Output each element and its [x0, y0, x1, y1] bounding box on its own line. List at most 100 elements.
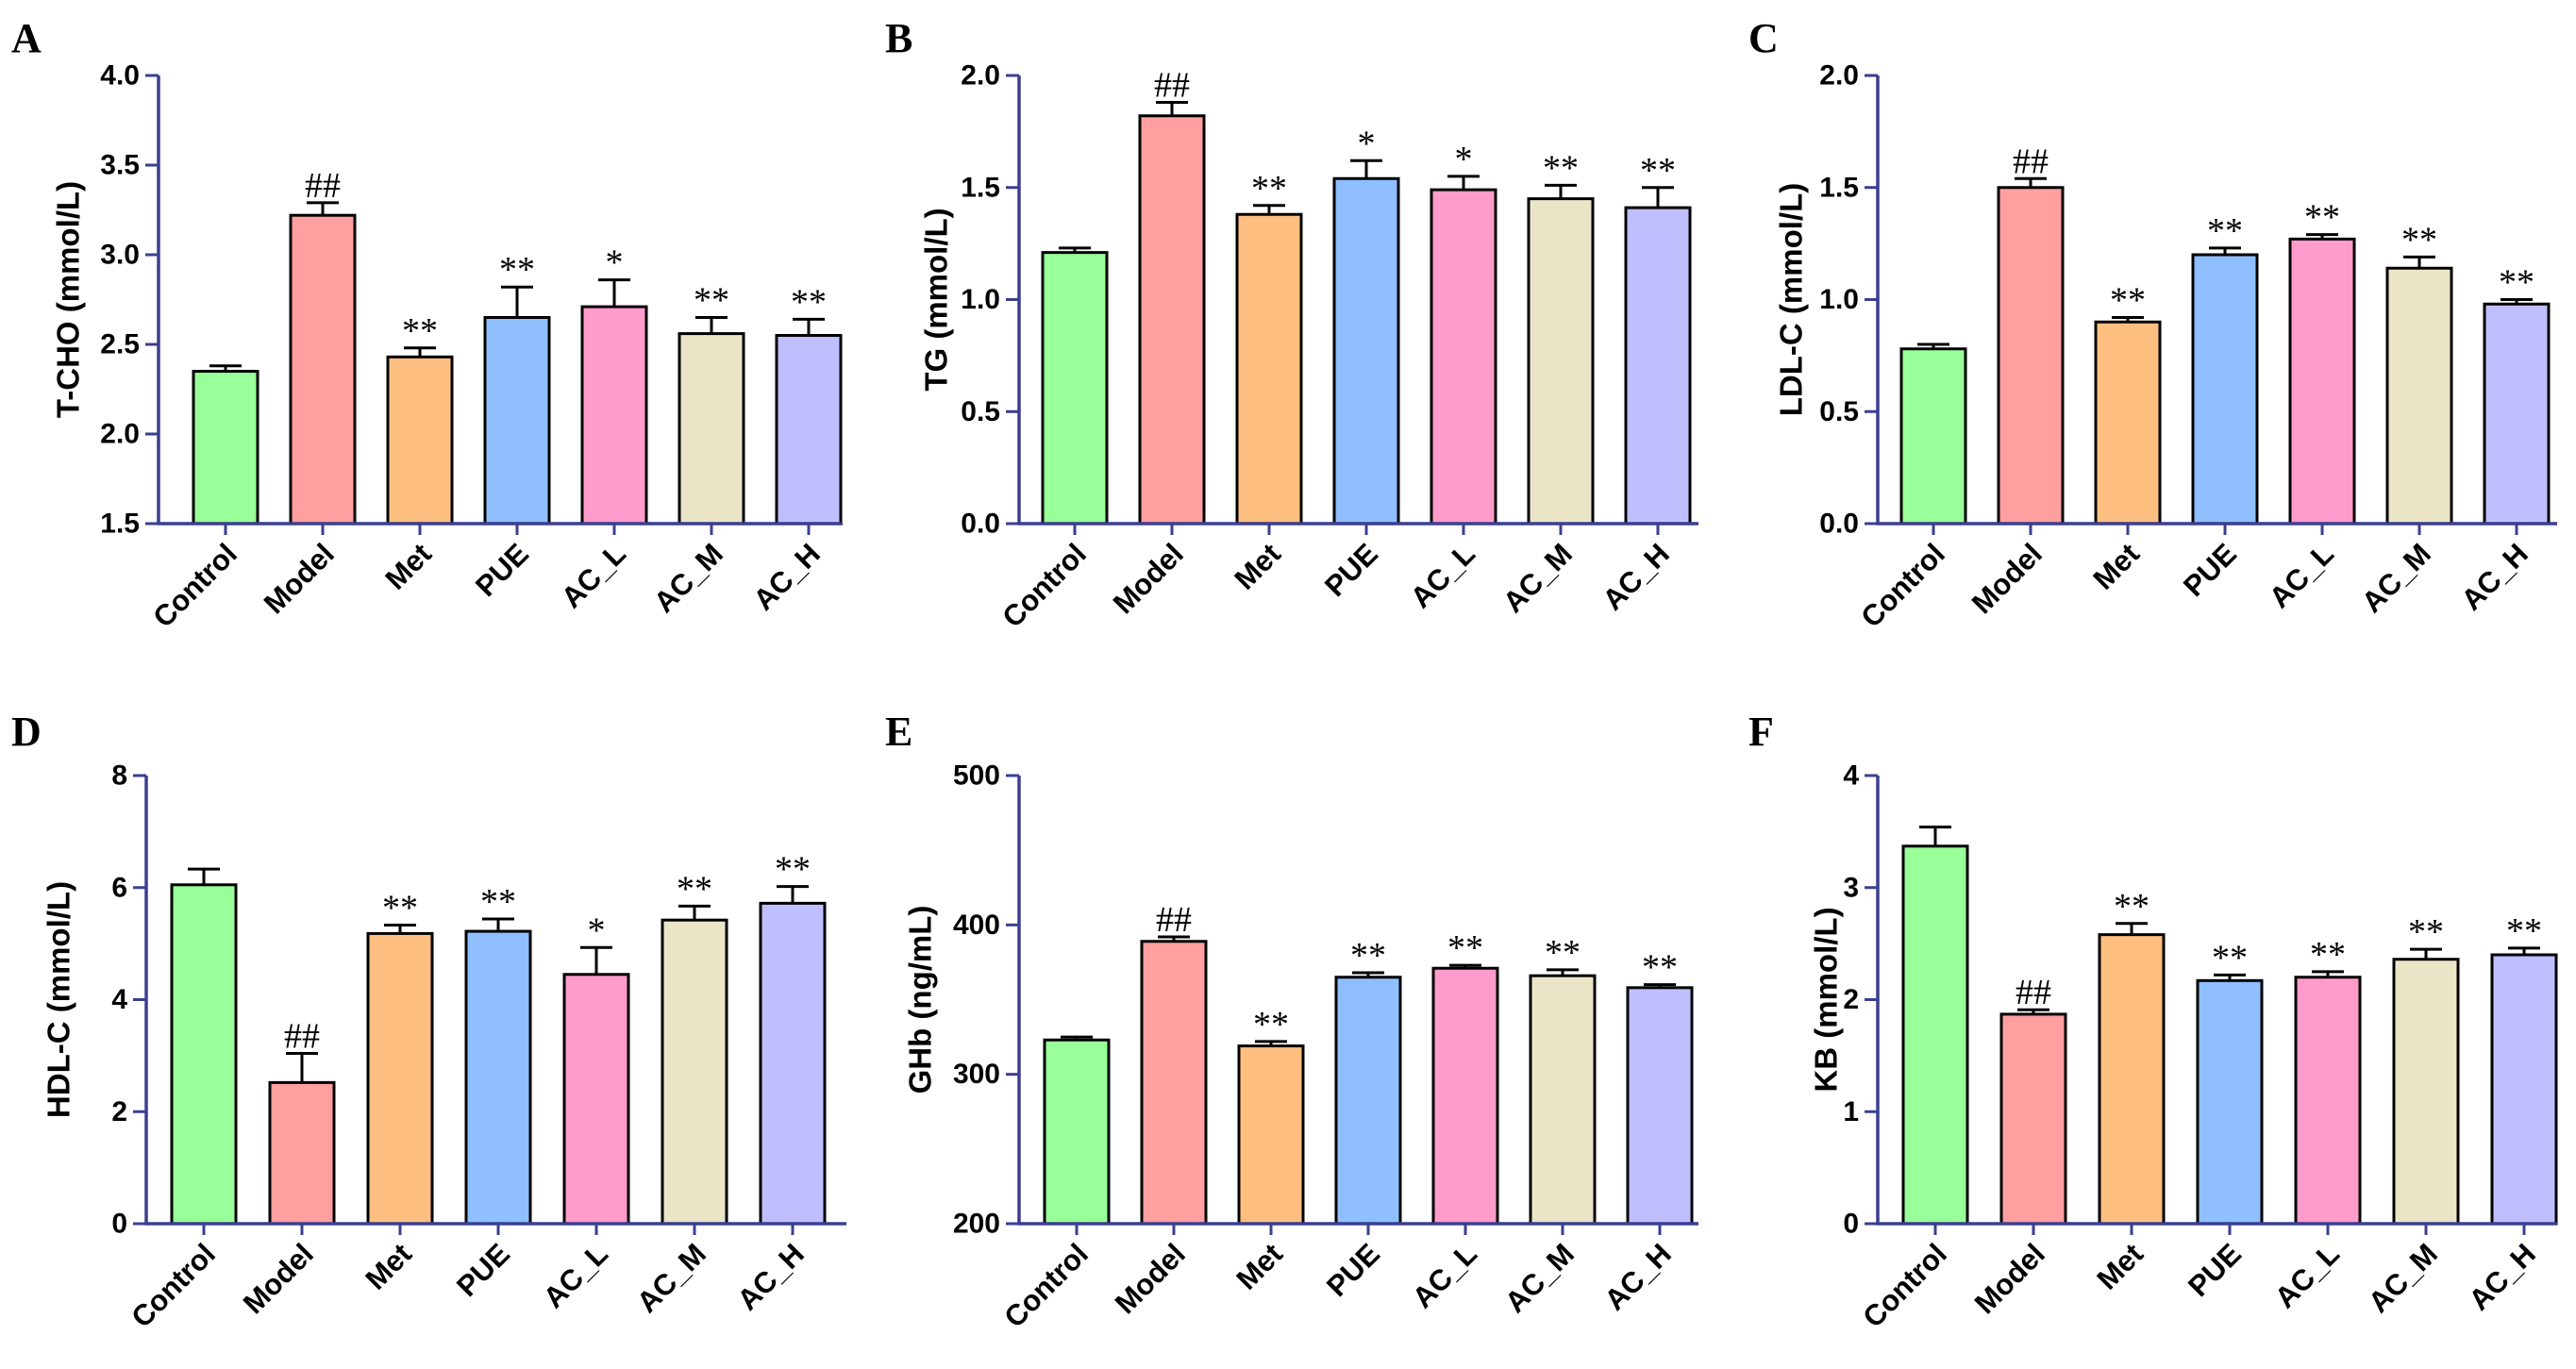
bar-model	[268, 1080, 336, 1226]
significance-mark: **	[791, 282, 827, 322]
x-tick-label: Control	[995, 537, 1093, 634]
significance-mark: **	[1251, 169, 1287, 209]
panel-letter: F	[1748, 709, 1774, 755]
bar-ac-h	[1626, 986, 1694, 1226]
significance-mark: **	[1640, 151, 1676, 191]
y-tick-label: 2	[1843, 984, 1859, 1015]
significance-mark: **	[2408, 912, 2444, 952]
x-tick-label: Model	[1107, 537, 1190, 620]
panel-letter: C	[1748, 15, 1779, 61]
x-tick-label: PUE	[1320, 1237, 1386, 1303]
y-tick-label: 0.5	[961, 396, 1000, 427]
bar-met	[2098, 933, 2166, 1226]
bar-ac-h	[2483, 302, 2551, 526]
bar-model	[1138, 114, 1206, 526]
y-tick-label: 0.0	[961, 509, 1000, 540]
panel-letter: A	[11, 15, 42, 61]
bar-met	[366, 931, 434, 1226]
significance-mark: ##	[2013, 142, 2049, 181]
bar-ac-m	[2392, 958, 2460, 1226]
x-tick-label: AC_M	[2362, 1237, 2444, 1319]
significance-mark: **	[480, 882, 516, 922]
significance-mark: ##	[1154, 66, 1190, 106]
significance-mark: **	[2506, 911, 2542, 951]
x-tick-label: AC_M	[1497, 537, 1579, 619]
significance-mark: *	[606, 243, 624, 283]
bar-met	[2094, 320, 2162, 526]
y-tick-label: 1	[1843, 1096, 1859, 1127]
bar-ac-h	[775, 334, 843, 526]
y-axis-label: KB (mmol/L)	[1809, 907, 1844, 1092]
x-tick-label: Control	[125, 1237, 222, 1334]
bar-ac-l	[580, 305, 648, 526]
significance-mark: **	[2110, 281, 2146, 321]
significance-mark: **	[2499, 263, 2534, 303]
x-tick-label: PUE	[450, 1237, 516, 1303]
x-tick-label: PUE	[1318, 537, 1384, 603]
bar-control	[1901, 844, 1969, 1226]
x-tick-label: Control	[1856, 1237, 1953, 1334]
x-tick-label: PUE	[2182, 1237, 2248, 1303]
significance-mark: **	[694, 281, 729, 321]
y-tick-label: 3	[1843, 872, 1859, 903]
x-tick-label: AC_H	[747, 537, 827, 616]
y-tick-label: 500	[953, 760, 1000, 792]
y-axis-label: GHb (ng/mL)	[903, 906, 938, 1094]
x-tick-label: AC_M	[647, 537, 729, 619]
y-tick-label: 2.0	[961, 60, 1000, 92]
bar-control	[192, 370, 259, 526]
significance-mark: **	[1642, 948, 1678, 988]
y-tick-label: 0	[1843, 1209, 1859, 1240]
y-tick-label: 6	[111, 872, 127, 903]
x-tick-label: AC_H	[1598, 1237, 1678, 1316]
significance-mark: **	[402, 311, 438, 351]
significance-mark: **	[1543, 148, 1579, 188]
bar-ac-l	[1430, 188, 1497, 526]
panel-letter: D	[11, 709, 42, 755]
y-axis-label: HDL-C (mmol/L)	[42, 881, 76, 1118]
chart-panel-d: D HDL-C (mmol/L) Control ## Model ** Met ** PUE *…	[11, 709, 846, 1334]
y-tick-label: 300	[953, 1059, 1000, 1090]
x-tick-label: Model	[1965, 537, 2049, 620]
bar-control	[170, 883, 238, 1226]
significance-mark: **	[1545, 933, 1581, 973]
x-tick-label: AC_H	[1597, 537, 1676, 616]
x-tick-label: AC_M	[630, 1237, 712, 1319]
x-tick-label: AC_M	[1498, 1237, 1581, 1319]
x-tick-label: Control	[997, 1237, 1095, 1334]
x-tick-label: AC_H	[2455, 537, 2534, 616]
x-tick-label: AC_H	[731, 1237, 811, 1316]
bar-ac-l	[2288, 237, 2356, 526]
bar-model	[1999, 1012, 2067, 1226]
x-tick-label: Control	[146, 537, 243, 634]
bar-pue	[464, 929, 532, 1226]
bar-control	[1041, 251, 1109, 526]
x-tick-label: AC_L	[1404, 537, 1481, 614]
significance-mark: *	[1455, 140, 1473, 179]
significance-mark: **	[2401, 220, 2437, 259]
significance-mark: **	[1447, 928, 1483, 968]
x-tick-label: AC_L	[555, 537, 632, 614]
y-tick-label: 2	[111, 1096, 127, 1127]
x-tick-label: AC_L	[537, 1237, 614, 1314]
x-tick-label: Control	[1854, 537, 1951, 634]
y-tick-label: 4	[1843, 760, 1859, 792]
x-tick-label: PUE	[2177, 537, 2243, 603]
significance-mark: **	[382, 889, 418, 928]
y-tick-label: 1.5	[961, 172, 1000, 203]
significance-mark: **	[499, 250, 535, 290]
x-tick-label: AC_H	[2463, 1237, 2542, 1316]
x-tick-label: Model	[1109, 1237, 1192, 1320]
x-tick-label: PUE	[469, 537, 535, 603]
bar-ac-l	[1431, 966, 1499, 1226]
chart-panel-f: F KB (mmol/L) Control ## Model ** Met ** PUE ** AC…	[1748, 709, 2558, 1334]
bar-pue	[1334, 976, 1402, 1226]
bar-model	[1997, 186, 2065, 526]
y-tick-label: 0	[111, 1209, 127, 1240]
y-tick-label: 4	[111, 984, 127, 1015]
x-tick-label: Model	[237, 1237, 320, 1320]
x-tick-label: AC_L	[2263, 537, 2340, 614]
bar-control	[1043, 1038, 1111, 1226]
significance-mark: ##	[2016, 973, 2051, 1012]
